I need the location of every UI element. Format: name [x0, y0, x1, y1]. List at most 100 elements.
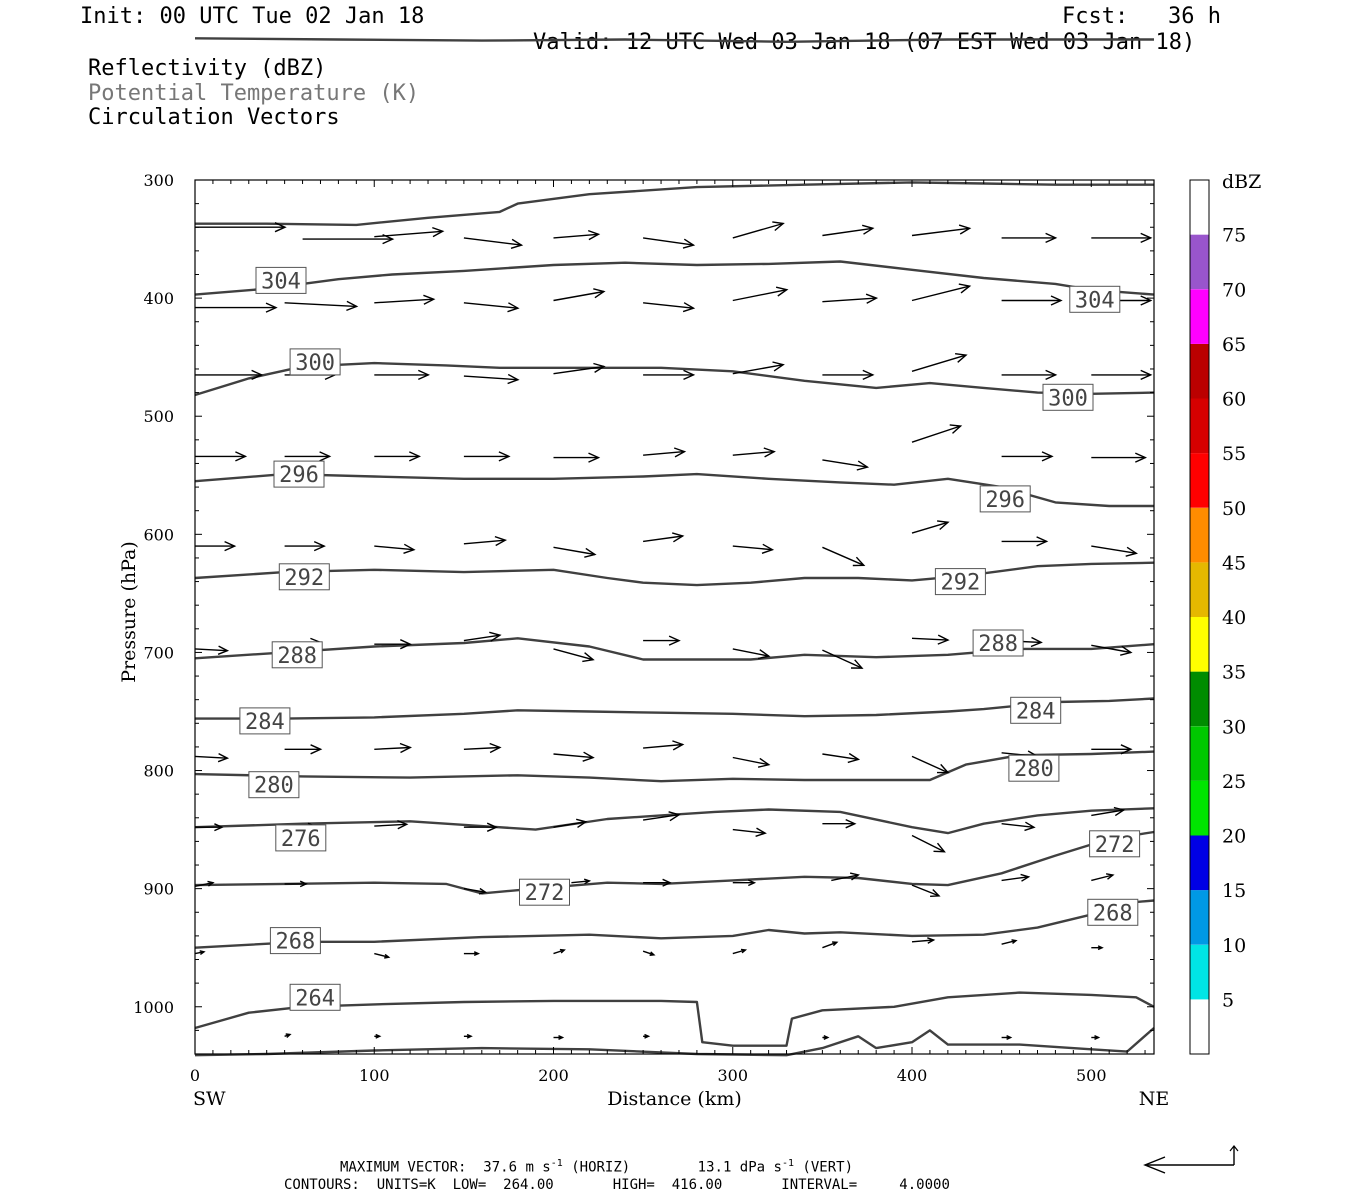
colorbar-segment	[1190, 726, 1209, 781]
vector-arrow	[553, 288, 606, 302]
colorbar-segment	[1190, 398, 1209, 454]
vector-arrow	[374, 294, 436, 305]
isentrope-label: 280	[1008, 754, 1060, 782]
colorbar-segment	[1190, 180, 1209, 235]
max-vector-line: MAXIMUM VECTOR: 37.6 m s-1 (HORIZ) 13.1 …	[340, 1158, 854, 1176]
isentrope-272	[194, 830, 1155, 895]
vector-arrow	[911, 520, 950, 534]
vector-arrow	[732, 756, 771, 768]
colorbar-label: 10	[1222, 935, 1246, 957]
isentrope-label: 296	[273, 460, 325, 488]
vector-arrow	[374, 451, 422, 462]
colorbar-label: 50	[1222, 498, 1246, 520]
vector-arrow	[1001, 232, 1058, 244]
x-tick-label: 0	[190, 1066, 200, 1085]
vector-arrow	[822, 293, 879, 304]
isentrope-label: 268	[269, 927, 321, 955]
colorbar-label: 30	[1222, 716, 1246, 738]
vector-arrow	[822, 818, 857, 829]
vector-arrow	[1091, 806, 1126, 817]
vector-arrow	[374, 820, 409, 830]
x-axis-title: Distance (km)	[607, 1088, 742, 1110]
isentrope-264	[194, 991, 1155, 1047]
vector-arrow	[463, 631, 502, 642]
colorbar-frame	[1189, 179, 1210, 1055]
vector-arrow	[732, 221, 785, 239]
vector-arrow	[284, 1033, 292, 1039]
axes: 300 400 500 600 700 800 900 1000 0 100 200 300 400 50…	[118, 171, 1169, 1110]
isentrope-label: 268	[1087, 898, 1139, 926]
colorbar-label: 25	[1222, 771, 1246, 793]
isentrope-label-text: 276	[281, 827, 321, 852]
isentrope-label: 272	[1089, 830, 1141, 858]
vector-arrow	[643, 447, 687, 458]
colorbar-segment	[1190, 343, 1209, 399]
vector-arrow	[463, 302, 520, 313]
isentrope-label: 288	[972, 629, 1024, 657]
isentrope-296	[194, 472, 1154, 508]
isentrope-260	[194, 1027, 1155, 1057]
vector-arrow	[822, 1035, 830, 1040]
isentrope-label-text: 296	[279, 463, 319, 488]
isentrope-label-text: 268	[1093, 901, 1133, 926]
vector-arrow	[553, 362, 606, 375]
vector-arrow	[822, 459, 870, 471]
vector-arrow	[911, 937, 936, 944]
vector-arrow	[374, 742, 413, 754]
vector-arrow	[732, 948, 748, 955]
vector-arrow	[463, 887, 488, 895]
reference-vector	[1143, 1145, 1239, 1174]
y-axis-title: Pressure (hPa)	[118, 541, 140, 683]
isentrope-label: 272	[519, 878, 570, 906]
vector-arrow	[911, 755, 950, 774]
vector-arrow	[463, 373, 520, 385]
colorbar-title: dBZ	[1222, 171, 1261, 193]
vector-arrow	[1001, 369, 1058, 381]
colorbar-segment	[1190, 562, 1209, 617]
sw-label: SW	[193, 1088, 226, 1110]
vector-arrow	[1001, 939, 1018, 945]
isentrope-label-text: 288	[277, 644, 317, 669]
vector-arrow	[643, 878, 672, 887]
isentrope-label: 304	[1069, 285, 1121, 313]
vector-arrow	[284, 451, 332, 462]
vector-arrow	[553, 648, 595, 663]
colorbar-label: 40	[1222, 607, 1246, 629]
isentrope-label: 292	[934, 568, 986, 596]
vector-arrow	[1091, 369, 1153, 381]
vector-arrow	[732, 648, 771, 660]
vector-arrow	[643, 1033, 651, 1039]
plot-frame	[194, 179, 1155, 1055]
isentrope-label-text: 272	[1095, 833, 1135, 858]
vector-arrow	[195, 451, 248, 462]
x-tick-label: 300	[717, 1066, 748, 1085]
isentrope-label-text: 268	[276, 930, 316, 955]
isentrope-label: 304	[255, 266, 307, 294]
isentrope-306	[195, 181, 1154, 227]
vector-arrow	[911, 424, 963, 443]
isentrope-292	[194, 561, 1155, 587]
valid-time: Valid: 12 UTC Wed 03 Jan 18 (07 EST Wed …	[533, 30, 1196, 55]
vector-arrow	[642, 811, 681, 822]
isentrope-label: 300	[1042, 383, 1094, 411]
isentrope-label: 300	[289, 348, 341, 376]
vector-arrow	[732, 447, 776, 458]
vector-arrow	[822, 369, 875, 381]
colorbar-segment	[1190, 453, 1209, 508]
colorbar-label: 75	[1222, 225, 1246, 247]
vector-arrow	[463, 951, 481, 957]
vector-arrow	[643, 237, 696, 249]
colorbar-segment	[1190, 944, 1209, 1000]
vector-arrow	[374, 543, 416, 554]
vector-arrow	[911, 353, 968, 372]
vector-arrow	[642, 950, 656, 956]
colorbar-label: 35	[1222, 662, 1246, 684]
vector-arrow	[1091, 644, 1133, 656]
vector-arrow	[553, 452, 601, 463]
vector-arrow	[1091, 1035, 1101, 1040]
x-tick-label: 400	[897, 1066, 928, 1085]
vector-arrow	[822, 224, 875, 237]
isentrope-label: 276	[275, 824, 327, 852]
colorbar-segment	[1190, 234, 1209, 290]
